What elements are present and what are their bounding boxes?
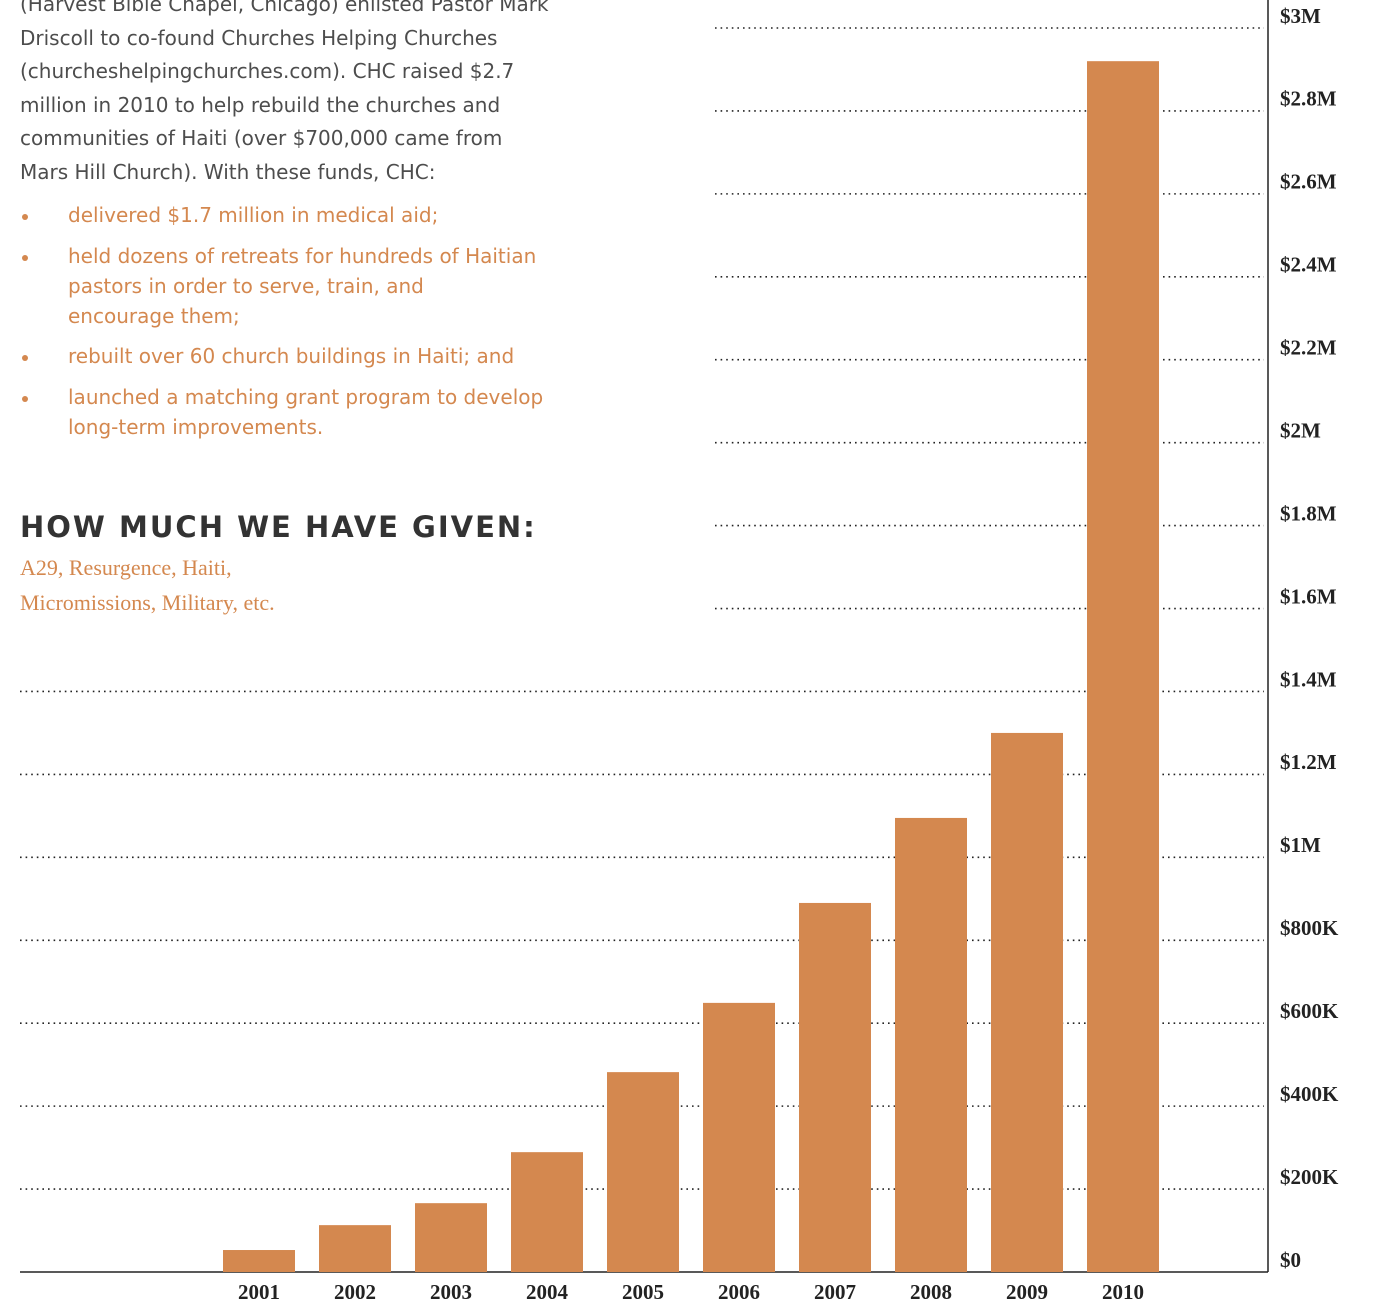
x-tick-label: 2006 — [718, 1280, 760, 1304]
y-tick-label: $200K — [1280, 1165, 1339, 1189]
x-tick-label: 2002 — [334, 1280, 376, 1304]
bar — [319, 1225, 391, 1272]
paragraph-line: Driscoll to co-found Churches Helping Ch… — [20, 25, 498, 50]
bullet-line: delivered $1.7 million in medical aid; — [68, 203, 439, 227]
y-tick-label: $1.2M — [1280, 750, 1337, 774]
y-tick-label: $2.6M — [1280, 170, 1337, 194]
paragraph-line: (Harvest Bible Chapel, Chicago) enlisted… — [20, 0, 549, 16]
bar — [799, 902, 871, 1272]
bullet-line: long-term improvements. — [68, 415, 324, 439]
y-tick-label: $600K — [1280, 999, 1339, 1023]
paragraph-line: million in 2010 to help rebuild the chur… — [20, 92, 501, 117]
chart-subtitle: Micromissions, Military, etc. — [20, 590, 275, 615]
y-tick-label: $400K — [1280, 1082, 1339, 1106]
bar — [223, 1250, 295, 1272]
paragraph-line: Mars Hill Church). With these funds, CHC… — [20, 159, 436, 184]
x-tick-label: 2004 — [526, 1280, 569, 1304]
chart-subtitle: A29, Resurgence, Haiti, — [20, 555, 232, 580]
x-tick-label: 2009 — [1006, 1280, 1048, 1304]
paragraph-line: (churcheshelpingchurches.com). CHC raise… — [20, 59, 515, 83]
bullet-dot — [22, 214, 28, 220]
bullet-line: launched a matching grant program to dev… — [68, 385, 544, 409]
x-tick-label: 2005 — [622, 1280, 664, 1304]
y-tick-label: $1M — [1280, 833, 1321, 857]
y-tick-label: $0 — [1280, 1248, 1301, 1272]
y-tick-label: $2M — [1280, 418, 1321, 442]
y-tick-label: $1.6M — [1280, 584, 1337, 608]
bullet-line: held dozens of retreats for hundreds of … — [68, 244, 537, 268]
bar — [703, 1002, 775, 1272]
bar — [415, 1203, 487, 1272]
y-tick-label: $2.2M — [1280, 336, 1337, 360]
y-tick-label: $2.8M — [1280, 87, 1337, 111]
bullet-dot — [22, 396, 28, 402]
y-tick-label: $2.4M — [1280, 253, 1337, 277]
bar — [991, 732, 1063, 1272]
bar — [511, 1152, 583, 1272]
y-tick-label: $1.8M — [1280, 501, 1337, 525]
x-tick-label: 2001 — [238, 1280, 280, 1304]
y-tick-label: $3M — [1280, 4, 1321, 28]
bar — [1087, 61, 1159, 1272]
paragraph-line: communities of Haiti (over $700,000 came… — [20, 126, 503, 150]
x-tick-label: 2003 — [430, 1280, 472, 1304]
y-tick-label: $800K — [1280, 916, 1339, 940]
chart-title: HOW MUCH WE HAVE GIVEN: — [20, 510, 537, 544]
x-tick-label: 2007 — [814, 1280, 856, 1304]
x-tick-label: 2008 — [910, 1280, 952, 1304]
y-tick-label: $1.4M — [1280, 667, 1337, 691]
bar — [895, 817, 967, 1272]
bar — [607, 1072, 679, 1272]
bullet-dot — [22, 255, 28, 261]
bullet-line: encourage them; — [68, 304, 240, 328]
x-tick-label: 2010 — [1102, 1280, 1144, 1304]
bullet-dot — [22, 355, 28, 361]
bullet-line: pastors in order to serve, train, and — [68, 274, 424, 298]
bullet-line: rebuilt over 60 church buildings in Hait… — [68, 344, 515, 368]
